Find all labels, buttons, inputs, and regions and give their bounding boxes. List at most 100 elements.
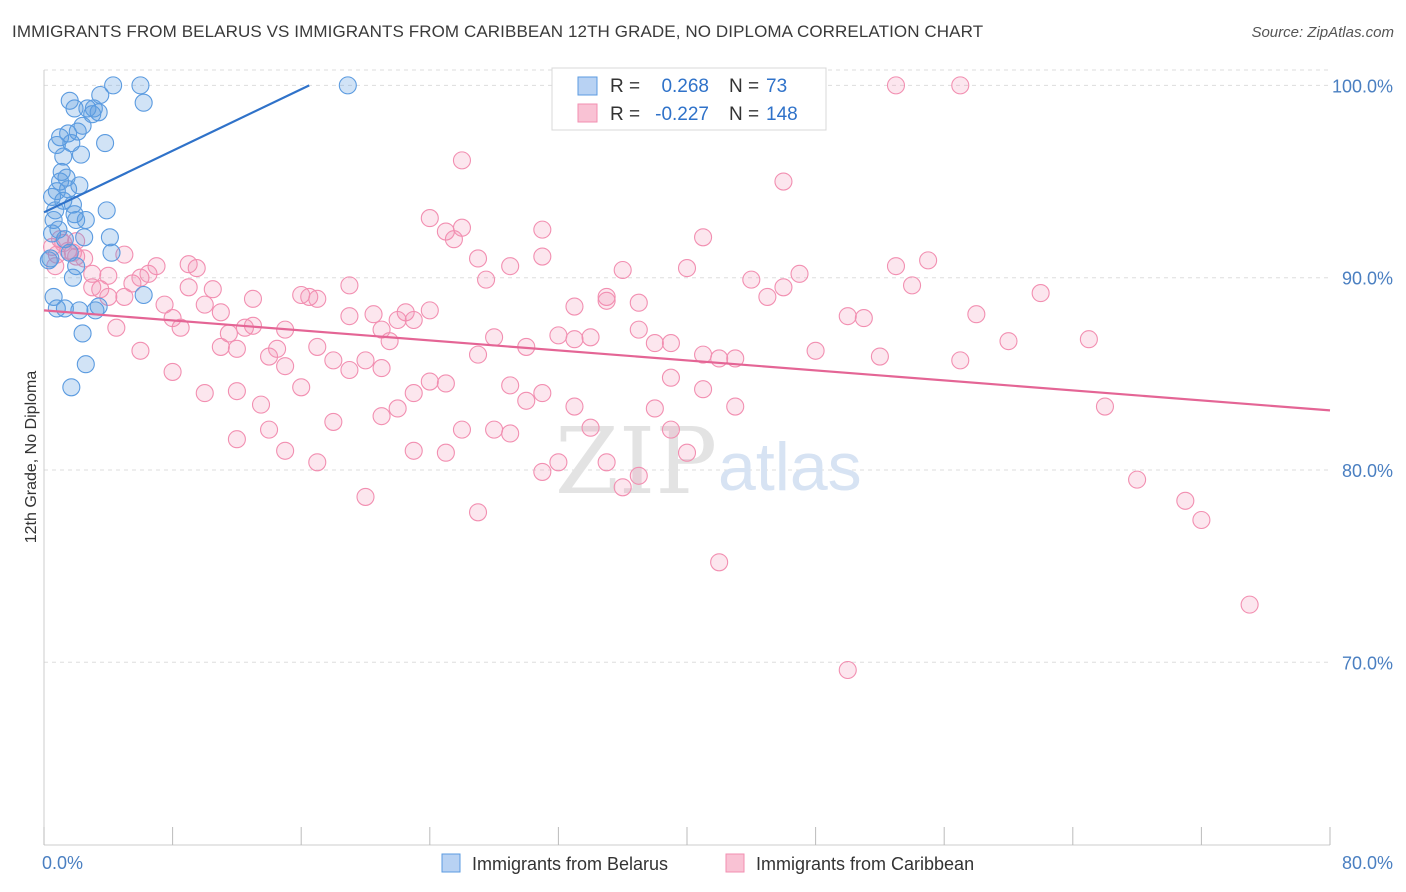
belarus-point (102, 243, 121, 262)
caribbean-point (420, 301, 439, 320)
belarus-point (62, 378, 81, 397)
belarus-point (134, 93, 153, 112)
belarus-point (96, 134, 115, 153)
caribbean-point (838, 307, 857, 326)
caribbean-point (886, 257, 906, 276)
y-tick-label: 70.0% (1342, 653, 1393, 673)
caribbean-point (902, 276, 922, 295)
caribbean-point (726, 397, 745, 416)
source-label: Source: ZipAtlas.com (1251, 24, 1394, 41)
caribbean-point (380, 332, 399, 351)
caribbean-point (404, 441, 423, 460)
caribbean-point (420, 209, 439, 228)
caribbean-point (565, 330, 584, 349)
caribbean-point (1079, 330, 1098, 349)
caribbean-point (629, 466, 648, 485)
belarus-point (75, 228, 94, 247)
caribbean-point (452, 420, 472, 439)
belarus-point (42, 187, 62, 206)
x-tick-label: 80.0% (1342, 853, 1393, 873)
caribbean-point (1095, 397, 1114, 416)
caribbean-point (340, 307, 359, 326)
caribbean-point (597, 453, 616, 472)
x-tick-label: 0.0% (42, 853, 83, 873)
series-legend-swatch-belarus (441, 853, 461, 873)
caribbean-point (324, 412, 343, 431)
stats-legend: R = 0.268 N = 73 R = -0.227 N = 148 (551, 67, 827, 131)
caribbean-point (629, 320, 648, 339)
caribbean-point (211, 337, 230, 356)
caribbean-point (324, 351, 343, 370)
caribbean-points (42, 76, 1259, 680)
belarus-point (89, 297, 108, 316)
belarus-point (70, 301, 89, 320)
trend-line-belarus (43, 84, 310, 214)
belarus-point (134, 285, 153, 305)
caribbean-point (533, 220, 552, 239)
caribbean-point (308, 289, 327, 308)
belarus-point (47, 182, 66, 201)
belarus-point (42, 224, 62, 243)
caribbean-point (179, 255, 198, 274)
belarus-point (131, 76, 150, 95)
caribbean-point (364, 305, 383, 324)
series-legend-label-belarus: Immigrants from Belarus (472, 854, 668, 874)
y-tick-label: 80.0% (1342, 461, 1393, 481)
series-legend-label-caribbean: Immigrants from Caribbean (756, 854, 974, 874)
belarus-point (54, 147, 73, 166)
caribbean-point (533, 247, 552, 266)
caribbean-point (951, 76, 970, 95)
belarus-point (71, 145, 91, 164)
caribbean-point (340, 276, 359, 295)
caribbean-point (99, 287, 118, 306)
trend-lines (43, 84, 1331, 412)
belarus-point (73, 324, 92, 343)
caribbean-point (774, 278, 793, 297)
caribbean-point (1128, 470, 1147, 489)
caribbean-point (790, 264, 809, 283)
caribbean-point (203, 280, 222, 299)
legend-r-label-caribbean: R = (610, 104, 640, 125)
caribbean-point (694, 228, 713, 247)
caribbean-point (758, 287, 777, 306)
caribbean-point (597, 291, 616, 310)
belarus-point (62, 134, 81, 153)
belarus-point (57, 168, 76, 187)
y-tick-label: 100.0% (1332, 76, 1393, 96)
caribbean-point (308, 337, 327, 356)
caribbean-point (268, 339, 287, 358)
caribbean-point (629, 293, 648, 312)
caribbean-point (388, 399, 407, 418)
caribbean-point (308, 453, 327, 472)
legend-r-value-belarus: 0.268 (661, 76, 709, 97)
caribbean-point (436, 443, 455, 462)
caribbean-point (276, 357, 295, 376)
y-axis-label: 12th Grade, No Diploma (23, 371, 40, 544)
caribbean-point (694, 380, 713, 399)
caribbean-point (774, 172, 793, 191)
caribbean-point (404, 384, 423, 403)
caribbean-point (581, 418, 600, 437)
caribbean-point (251, 395, 271, 414)
caribbean-point (420, 372, 439, 391)
belarus-point (76, 355, 95, 374)
caribbean-point (163, 362, 182, 381)
belarus-point (338, 76, 357, 95)
caribbean-point (854, 309, 873, 328)
caribbean-point (951, 351, 970, 370)
legend-swatch-belarus (577, 76, 598, 96)
caribbean-point (147, 257, 166, 276)
caribbean-point (452, 151, 472, 170)
caribbean-point (195, 295, 214, 314)
caribbean-point (107, 318, 126, 337)
caribbean-point (645, 334, 664, 353)
caribbean-point (171, 318, 190, 337)
caribbean-point (99, 266, 118, 285)
caribbean-point (436, 374, 455, 393)
trend-line-caribbean (43, 309, 1331, 412)
caribbean-point (501, 376, 520, 395)
belarus-point (67, 257, 86, 276)
grid-lines (44, 69, 1330, 663)
caribbean-point (83, 264, 102, 283)
caribbean-point (533, 384, 552, 403)
